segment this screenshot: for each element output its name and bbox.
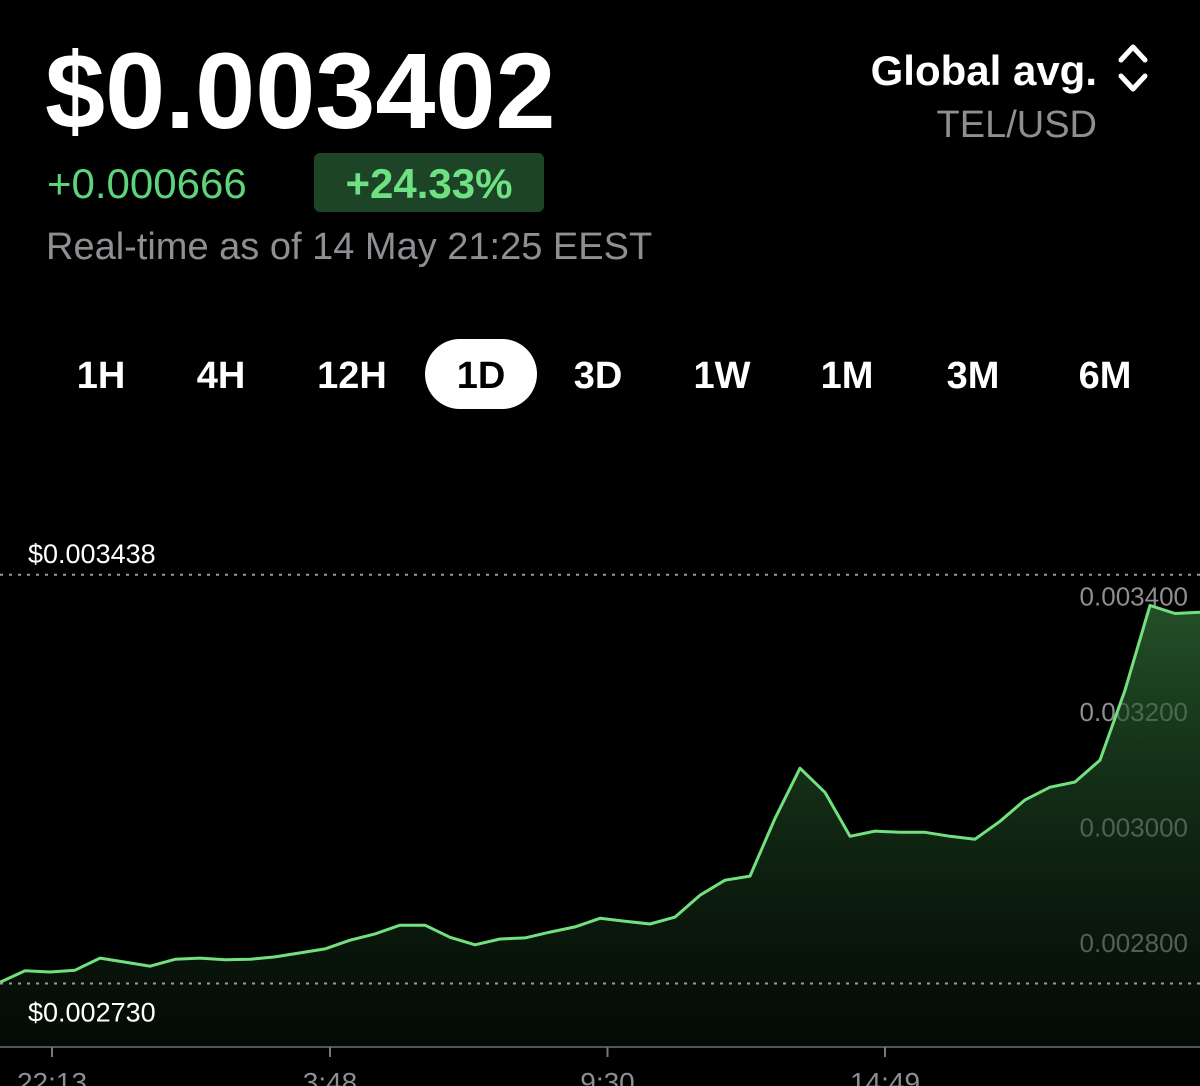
- timeframe-tab[interactable]: 12H: [317, 355, 387, 397]
- price: $0.003402: [45, 30, 556, 151]
- timeframe-tab[interactable]: 3M: [947, 355, 1000, 397]
- timeframe-tab[interactable]: 3D: [574, 355, 623, 397]
- reference-label: $0.003438: [28, 539, 156, 569]
- percent-badge: [314, 153, 544, 212]
- x-tick-label: 3:48: [303, 1067, 358, 1086]
- source-selector[interactable]: Global avg.: [871, 47, 1097, 94]
- price-area: [0, 605, 1200, 1047]
- percent-change: +24.33%: [346, 160, 513, 207]
- pair: TEL/USD: [937, 104, 1097, 146]
- timeframe-tab[interactable]: 4H: [197, 355, 246, 397]
- selector-chevron[interactable]: [1118, 44, 1148, 92]
- timeframe-tab[interactable]: 1H: [77, 355, 126, 397]
- x-tick-label: 22:13: [17, 1067, 87, 1086]
- timestamp: Real-time as of 14 May 21:25 EEST: [46, 226, 652, 268]
- price-line: [0, 603, 1200, 984]
- timeframe-tab[interactable]: 1D: [457, 355, 506, 397]
- price-change: +0.000666: [47, 160, 247, 207]
- timeframe-tab[interactable]: 1M: [821, 355, 874, 397]
- x-tick-label: 9:30: [580, 1067, 635, 1086]
- timeframe-tab[interactable]: 1W: [694, 355, 751, 397]
- x-tick-label: 14:49: [850, 1067, 920, 1086]
- timeframe-tabs: 1H 4H 12H 1D 3D 1W 1M 3M 6M: [77, 339, 1132, 409]
- y-tick-label: 0.003400: [1080, 582, 1188, 612]
- chart: 0.0028000.0030000.0032000.003400$0.00343…: [0, 539, 1200, 1086]
- active-tab-pill[interactable]: [425, 339, 537, 409]
- reference-label: $0.002730: [28, 998, 156, 1028]
- timeframe-tab[interactable]: 6M: [1079, 355, 1132, 397]
